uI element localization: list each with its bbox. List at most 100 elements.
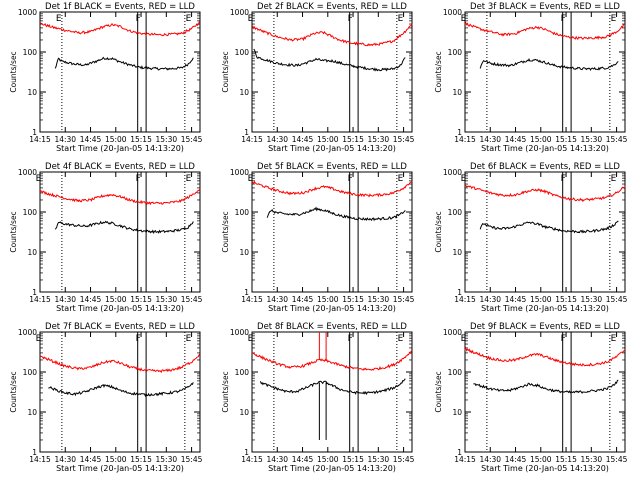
lld-series-line	[464, 346, 626, 367]
marker-label: E	[248, 14, 254, 24]
x-tick-label: 14:30	[266, 295, 288, 304]
events-series-line	[253, 48, 406, 72]
y-tick-label: 1	[32, 288, 37, 297]
plot-frame	[39, 11, 201, 133]
y-tick-label: 10	[239, 88, 249, 97]
marker-label: F	[561, 174, 566, 184]
y-axis-label: Counts/sec	[221, 371, 230, 412]
x-tick-label: 14:15	[454, 295, 476, 304]
marker-label: F	[348, 174, 353, 184]
marker-label: E	[186, 14, 192, 24]
chart-panel-4: Det 4f BLACK = Events, RED = LLD 1 10 100 10…	[9, 162, 203, 313]
y-tick-label: 1	[32, 448, 37, 457]
x-tick-label: 15:00	[105, 135, 127, 144]
events-series-line	[266, 206, 406, 222]
chart-title: Det 2f BLACK = Events, RED = LLD	[257, 2, 407, 12]
x-tick-label: 14:45	[80, 295, 102, 304]
x-tick-label: 15:15	[130, 295, 152, 304]
x-tick-label: 15:15	[342, 295, 364, 304]
marker-label: E	[398, 14, 404, 24]
x-tick-label: 14:30	[266, 455, 288, 464]
marker-label: E	[461, 174, 467, 184]
y-tick-label: 1	[32, 128, 37, 137]
x-tick-label: 15:00	[105, 455, 127, 464]
chart-panel-7: Det 7f BLACK = Events, RED = LLD 1 10 100 10…	[9, 322, 203, 473]
y-tick-label: 1000	[443, 168, 462, 177]
marker-label: E	[56, 14, 62, 24]
x-tick-label: 15:15	[342, 455, 364, 464]
lld-series-line	[39, 188, 201, 206]
x-tick-label: 15:45	[393, 455, 415, 464]
y-tick-label: 10	[27, 88, 37, 97]
y-tick-label: 1000	[230, 328, 249, 337]
x-tick-label: 14:30	[266, 135, 288, 144]
lld-series-line	[464, 21, 626, 40]
x-tick-label: 15:45	[606, 295, 628, 304]
x-tick-label: 14:15	[29, 135, 51, 144]
y-tick-label: 100	[235, 48, 250, 57]
x-tick-label: 15:00	[317, 455, 339, 464]
x-tick-label: 15:00	[530, 455, 552, 464]
y-tick-label: 100	[23, 368, 38, 377]
plot-frame	[39, 171, 201, 293]
chart-title: Det 6f BLACK = Events, RED = LLD	[470, 162, 620, 172]
y-tick-label: 10	[27, 248, 37, 257]
y-axis-label: Counts/sec	[9, 371, 18, 412]
x-tick-label: 15:45	[393, 135, 415, 144]
x-tick-label: 14:30	[479, 295, 501, 304]
chart-title: Det 9f BLACK = Events, RED = LLD	[470, 322, 620, 332]
plot-frame	[39, 331, 201, 453]
marker-label: F	[561, 14, 566, 24]
y-tick-label: 1	[244, 448, 249, 457]
x-axis-label: Start Time (20-Jan-05 14:13:20)	[56, 464, 184, 473]
y-tick-label: 1	[457, 128, 462, 137]
lld-series-line	[251, 23, 413, 47]
marker-label: E	[611, 174, 617, 184]
y-tick-label: 1000	[18, 8, 37, 17]
marker-label: F	[561, 334, 566, 344]
x-tick-label: 15:45	[393, 295, 415, 304]
y-tick-label: 10	[27, 408, 37, 417]
events-series-line	[479, 220, 619, 234]
x-tick-label: 14:15	[29, 455, 51, 464]
x-tick-label: 15:30	[368, 295, 390, 304]
chart-title: Det 3f BLACK = Events, RED = LLD	[470, 2, 620, 12]
x-axis-label: Start Time (20-Jan-05 14:13:20)	[268, 304, 396, 313]
x-tick-label: 15:15	[555, 135, 577, 144]
x-tick-label: 14:45	[292, 295, 314, 304]
y-axis-label: Counts/sec	[221, 51, 230, 92]
x-tick-label: 14:15	[29, 295, 51, 304]
y-axis-label: Counts/sec	[434, 211, 443, 252]
y-axis-label: Counts/sec	[9, 211, 18, 252]
x-tick-label: 15:30	[368, 455, 390, 464]
x-tick-label: 15:15	[130, 455, 152, 464]
x-tick-label: 14:30	[479, 135, 501, 144]
x-tick-label: 14:30	[54, 135, 76, 144]
x-tick-label: 15:00	[105, 295, 127, 304]
plot-frame	[251, 171, 413, 293]
marker-label: E	[248, 174, 254, 184]
chart-panel-1: Det 1f BLACK = Events, RED = LLD 1 10 100 10…	[9, 2, 203, 153]
x-tick-label: 15:30	[156, 455, 178, 464]
y-tick-label: 100	[23, 208, 38, 217]
x-tick-label: 15:30	[156, 295, 178, 304]
x-axis-label: Start Time (20-Jan-05 14:13:20)	[268, 464, 396, 473]
marker-label: E	[186, 334, 192, 344]
y-tick-label: 10	[239, 408, 249, 417]
chart-panel-3: Det 3f BLACK = Events, RED = LLD 1 10 100 10…	[434, 2, 628, 153]
x-tick-label: 14:30	[54, 455, 76, 464]
x-axis-label: Start Time (20-Jan-05 14:13:20)	[481, 144, 609, 153]
y-tick-label: 1000	[443, 8, 462, 17]
chart-panel-5: Det 5f BLACK = Events, RED = LLD 1 10 100 10…	[221, 162, 415, 313]
marker-label: E	[461, 334, 467, 344]
lld-series-line	[464, 184, 626, 203]
y-tick-label: 10	[452, 88, 462, 97]
y-tick-label: 1000	[230, 8, 249, 17]
events-series-line	[479, 58, 619, 72]
x-tick-label: 15:30	[581, 455, 603, 464]
y-tick-label: 100	[235, 208, 250, 217]
chart-title: Det 8f BLACK = Events, RED = LLD	[257, 322, 407, 332]
marker-label: E	[248, 334, 254, 344]
x-tick-label: 15:45	[181, 295, 203, 304]
